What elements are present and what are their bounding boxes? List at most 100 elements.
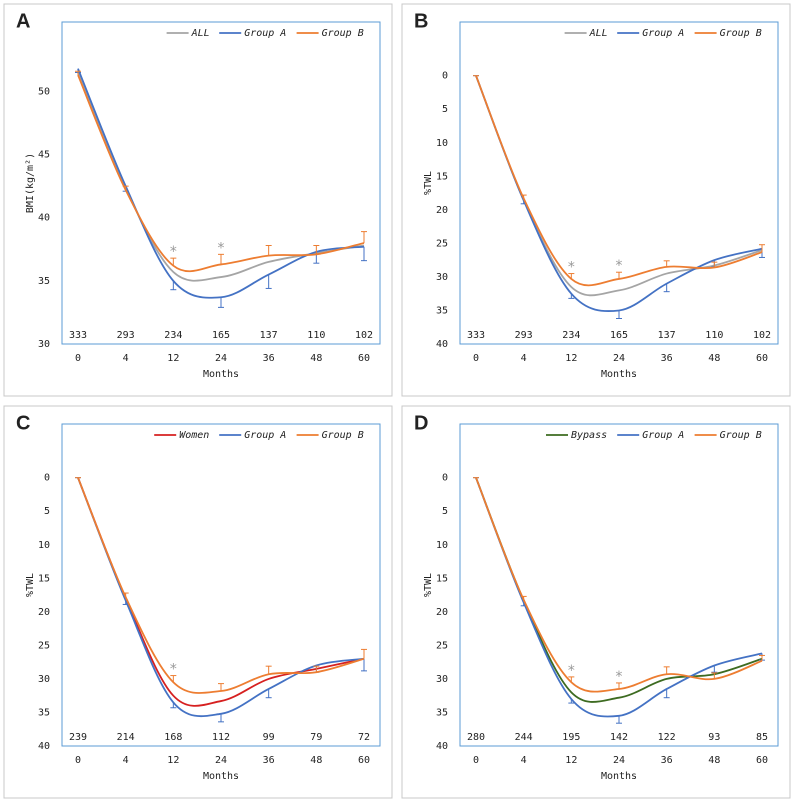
plot-frame bbox=[61, 423, 381, 747]
series-line bbox=[475, 75, 763, 287]
significance-mark: * bbox=[567, 260, 575, 276]
error-bar bbox=[122, 600, 129, 605]
x-tick-label: 60 bbox=[756, 755, 768, 766]
error-bar bbox=[170, 675, 177, 683]
error-bar bbox=[75, 70, 81, 76]
y-tick-label: 35 bbox=[436, 305, 448, 316]
x-tick-label: 36 bbox=[661, 353, 673, 364]
x-tick-label: 24 bbox=[613, 353, 625, 364]
sample-size: 110 bbox=[307, 330, 325, 341]
x-tick-label: 48 bbox=[310, 353, 322, 364]
error-bar bbox=[361, 658, 367, 672]
error-bar bbox=[313, 245, 320, 255]
x-tick-label: 4 bbox=[123, 353, 129, 364]
panel-letter: B bbox=[414, 10, 428, 32]
series-line bbox=[77, 68, 365, 299]
y-tick-label: 5 bbox=[44, 506, 50, 517]
series-line bbox=[77, 477, 365, 694]
legend-label: Women bbox=[179, 430, 209, 441]
sample-size: 79 bbox=[310, 732, 322, 743]
x-tick-label: 36 bbox=[661, 755, 673, 766]
panel-frame bbox=[3, 3, 393, 397]
panel-letter: A bbox=[16, 10, 30, 32]
y-tick-label: 0 bbox=[442, 71, 448, 82]
x-tick-label: 24 bbox=[613, 755, 625, 766]
y-tick-label: 25 bbox=[38, 640, 50, 651]
error-bar bbox=[361, 246, 367, 262]
sample-size: 142 bbox=[610, 732, 628, 743]
y-tick-label: 40 bbox=[436, 741, 448, 752]
error-bar bbox=[616, 310, 622, 320]
sample-size: 112 bbox=[212, 732, 230, 743]
error-bar bbox=[218, 297, 224, 308]
x-tick-label: 4 bbox=[123, 755, 129, 766]
error-bar bbox=[361, 231, 367, 243]
significance-mark: * bbox=[169, 244, 177, 260]
x-tick-label: 36 bbox=[263, 755, 275, 766]
x-tick-label: 36 bbox=[263, 353, 275, 364]
significance-mark: * bbox=[567, 663, 575, 679]
y-tick-label: 5 bbox=[442, 506, 448, 517]
y-tick-label: 30 bbox=[436, 674, 448, 685]
plot-frame bbox=[459, 21, 779, 345]
sample-size: 85 bbox=[756, 732, 768, 743]
y-axis-title: %TWL bbox=[25, 573, 36, 597]
legend-label: Group B bbox=[322, 28, 364, 39]
error-bar bbox=[218, 683, 224, 691]
error-bar bbox=[170, 702, 177, 709]
x-tick-label: 60 bbox=[358, 353, 370, 364]
error-bar bbox=[265, 274, 272, 289]
x-tick-label: 4 bbox=[521, 353, 527, 364]
x-tick-label: 0 bbox=[473, 755, 479, 766]
x-tick-label: 0 bbox=[473, 353, 479, 364]
legend-label: Group A bbox=[244, 28, 286, 39]
x-tick-label: 60 bbox=[358, 755, 370, 766]
x-tick-label: 24 bbox=[215, 755, 227, 766]
significance-mark: * bbox=[217, 240, 225, 256]
error-bar bbox=[170, 280, 177, 291]
y-tick-label: 0 bbox=[44, 473, 50, 484]
significance-mark: * bbox=[615, 669, 623, 685]
y-tick-label: 15 bbox=[436, 171, 448, 182]
error-bar bbox=[759, 654, 765, 661]
x-tick-label: 48 bbox=[708, 353, 720, 364]
error-bar bbox=[663, 260, 670, 267]
error-bar bbox=[663, 283, 670, 293]
x-tick-label: 0 bbox=[75, 755, 81, 766]
sample-size: 195 bbox=[562, 732, 580, 743]
x-axis-title: Months bbox=[601, 369, 637, 380]
sample-size: 214 bbox=[117, 732, 135, 743]
x-tick-label: 12 bbox=[565, 755, 577, 766]
legend-label: Group B bbox=[322, 430, 364, 441]
sample-size: 165 bbox=[610, 330, 628, 341]
panel: B 0 5 10 15 20 25 30 35 40 0 4 12 24 36 48 60 333 293 234 16… bbox=[401, 3, 791, 397]
plot-frame bbox=[61, 21, 381, 345]
error-bar bbox=[711, 672, 718, 679]
sample-size: 102 bbox=[355, 330, 373, 341]
y-tick-label: 40 bbox=[436, 339, 448, 350]
panel-frame bbox=[401, 405, 791, 799]
panel: D 0 5 10 15 20 25 30 35 40 0 4 12 24 36 48 60 280 244 195 14… bbox=[401, 405, 791, 799]
legend-label: ALL bbox=[589, 28, 608, 39]
sample-size: 110 bbox=[705, 330, 723, 341]
error-bar bbox=[616, 715, 622, 724]
x-tick-label: 12 bbox=[167, 755, 179, 766]
y-tick-label: 25 bbox=[436, 238, 448, 249]
sample-size: 333 bbox=[69, 330, 87, 341]
sample-size: 168 bbox=[164, 732, 182, 743]
sample-size: 122 bbox=[658, 732, 676, 743]
legend-label: Group A bbox=[244, 430, 286, 441]
y-tick-label: 50 bbox=[38, 86, 50, 97]
x-axis-title: Months bbox=[203, 771, 239, 782]
x-tick-label: 48 bbox=[708, 755, 720, 766]
legend-label: ALL bbox=[191, 28, 210, 39]
y-tick-label: 35 bbox=[436, 707, 448, 718]
sample-size: 244 bbox=[515, 732, 533, 743]
y-tick-label: 35 bbox=[38, 276, 50, 287]
y-tick-label: 15 bbox=[38, 573, 50, 584]
panel-letter: C bbox=[16, 412, 30, 434]
error-bar bbox=[663, 666, 670, 675]
y-tick-label: 40 bbox=[38, 741, 50, 752]
error-bar bbox=[663, 688, 670, 699]
